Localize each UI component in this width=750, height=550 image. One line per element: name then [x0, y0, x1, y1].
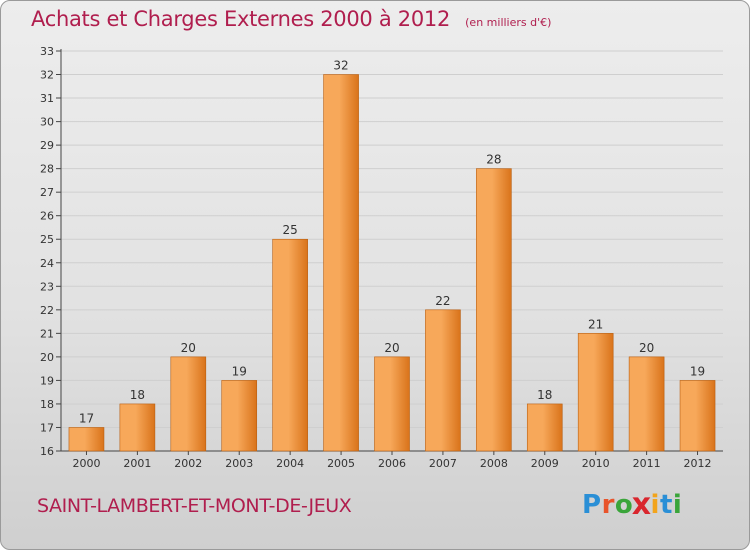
y-tick-label: 31: [40, 92, 54, 105]
bar-2003: [221, 380, 258, 452]
x-tick-label: 2007: [429, 457, 457, 470]
chart-title-text: Achats et Charges Externes 2000 à 2012: [31, 7, 451, 31]
data-label: 18: [537, 388, 552, 402]
x-tick-label: 2000: [72, 457, 100, 470]
place-name: SAINT-LAMBERT-ET-MONT-DE-JEUX: [37, 495, 352, 517]
bar-2002: [170, 356, 207, 452]
bar-2005: [323, 74, 359, 452]
y-tick-label: 22: [40, 304, 54, 317]
x-tick-label: 2008: [480, 457, 508, 470]
y-tick-label: 25: [40, 233, 54, 246]
proxiti-logo[interactable]: Proxiti: [582, 487, 683, 523]
bar-2007: [425, 309, 461, 452]
y-tick-label: 26: [40, 210, 54, 223]
x-tick-label: 2006: [378, 457, 406, 470]
y-tick-label: 17: [40, 421, 54, 434]
y-tick-label: 28: [40, 163, 54, 176]
bar-2009: [526, 403, 563, 452]
y-tick-label: 32: [40, 69, 54, 82]
x-tick-label: 2004: [276, 457, 304, 470]
data-label: 17: [79, 411, 94, 425]
chart-unit-label: (en milliers d'€): [465, 16, 552, 29]
x-tick-label: 2012: [684, 457, 712, 470]
data-label: 19: [232, 364, 247, 378]
y-tick-label: 29: [40, 139, 54, 152]
y-tick-label: 27: [40, 186, 54, 199]
logo-letter: P: [582, 490, 602, 520]
bar-2012: [679, 380, 716, 452]
y-tick-label: 33: [40, 45, 54, 58]
x-tick-label: 2002: [174, 457, 202, 470]
bar-2004: [272, 238, 308, 452]
y-tick-label: 30: [40, 116, 54, 129]
data-label: 21: [588, 317, 603, 331]
data-label: 20: [181, 341, 196, 355]
x-tick-label: 2010: [582, 457, 610, 470]
data-label: 19: [690, 364, 705, 378]
bars: [68, 74, 716, 452]
logo-letter: i: [672, 490, 683, 520]
bar-2008: [476, 168, 512, 452]
data-label: 22: [435, 294, 450, 308]
data-label: 20: [384, 341, 399, 355]
data-label: 25: [283, 223, 298, 237]
data-label: 28: [486, 153, 501, 167]
chart-title: Achats et Charges Externes 2000 à 2012 (…: [31, 7, 551, 31]
logo-letter: t: [659, 490, 673, 520]
y-tick-label: 24: [40, 257, 54, 270]
bar-2011: [628, 356, 665, 452]
x-tick-label: 2011: [633, 457, 661, 470]
data-label: 20: [639, 341, 654, 355]
data-label: 18: [130, 388, 145, 402]
x-tick-label: 2009: [531, 457, 559, 470]
bar-2006: [374, 356, 410, 452]
y-tick-label: 16: [40, 445, 54, 458]
y-tick-label: 18: [40, 398, 54, 411]
x-tick-label: 2005: [327, 457, 355, 470]
logo-letter: x: [631, 487, 652, 523]
x-tick-label: 2001: [123, 457, 151, 470]
bar-2010: [577, 333, 614, 452]
bar-2001: [119, 403, 156, 452]
data-label: 32: [333, 59, 348, 73]
logo-letter: o: [614, 490, 634, 520]
y-tick-label: 19: [40, 374, 54, 387]
bar-2000: [68, 427, 105, 452]
y-tick-label: 21: [40, 327, 54, 340]
x-tick-label: 2003: [225, 457, 253, 470]
y-tick-label: 23: [40, 280, 54, 293]
y-tick-label: 20: [40, 351, 54, 364]
logo-letter: r: [601, 490, 615, 520]
labels: 16 17 18 19 20 21 22 23 24 25 26 27 28 29 30 31 32 33 17 20…: [40, 45, 712, 470]
logo-letter: i: [650, 490, 660, 520]
